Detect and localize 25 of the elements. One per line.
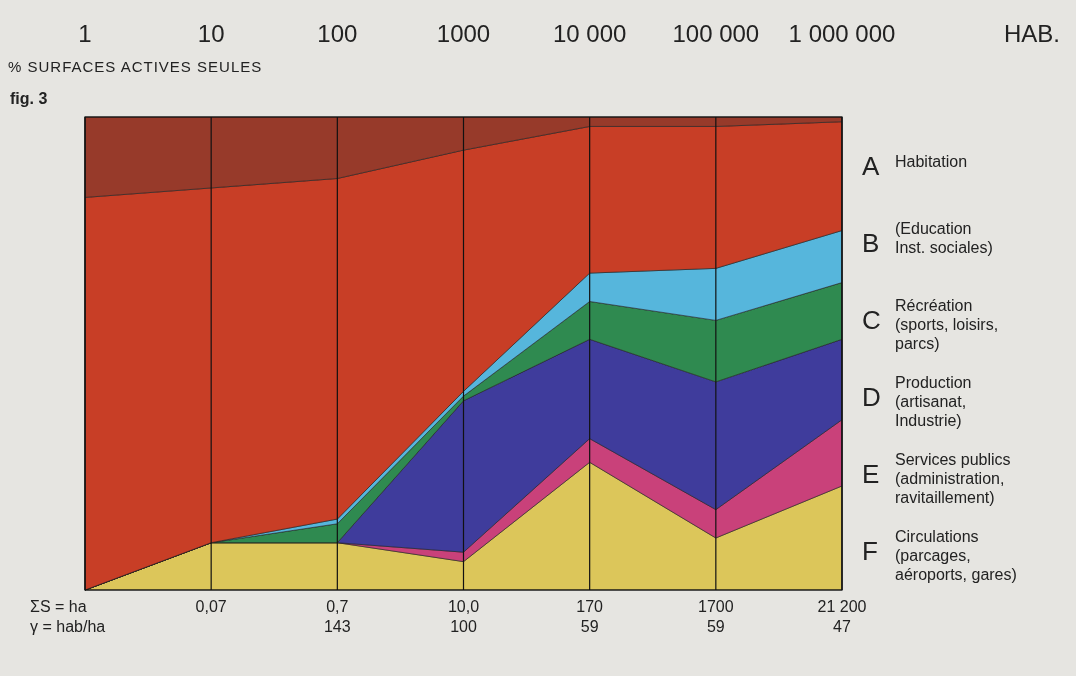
text: 10,0 — [447, 598, 480, 615]
text: 0,7 — [326, 598, 349, 615]
series-label: F Circulations (parcages, aéroports, gares) — [862, 528, 1017, 583]
y-axis-title: % SURFACES ACTIVES SEULES — [8, 58, 263, 75]
text: 59 — [580, 618, 599, 635]
x-tick-label: 100 000 — [672, 20, 760, 47]
text: 170 — [576, 598, 604, 615]
x-tick-label: 1000 — [436, 20, 491, 47]
series-label: A Habitation — [862, 151, 968, 181]
x-tick-label: 100 — [317, 20, 358, 47]
caption: fig. 3 — [10, 90, 48, 107]
text: 59 — [706, 618, 725, 635]
x-tick-label: 10 — [197, 20, 225, 47]
text: 100 — [450, 618, 477, 635]
x-tick-label: 1 000 000 — [788, 20, 896, 47]
x-tick-label: 1 — [78, 20, 92, 47]
x-tick-label: 10 000 — [552, 20, 627, 47]
text: ΣS = ha — [30, 598, 87, 615]
text: 21 200 — [817, 598, 867, 615]
text: 143 — [323, 618, 351, 635]
text: 1700 — [698, 598, 734, 615]
text: γ = hab/ha — [30, 618, 106, 635]
text: 0,07 — [195, 598, 227, 615]
text: 47 — [833, 618, 851, 635]
x-axis-title: HAB. — [1003, 20, 1061, 47]
